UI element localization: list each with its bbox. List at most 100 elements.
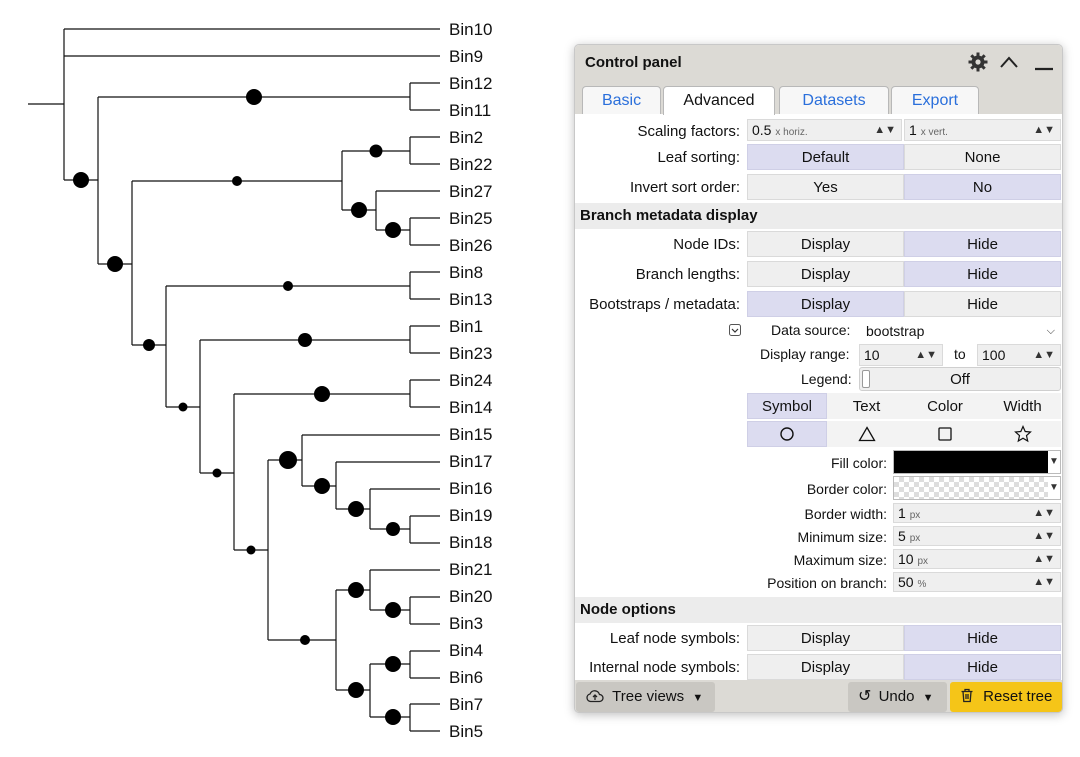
stepper-icon: ▲▼ [1033, 530, 1055, 542]
bootstrap-marker [298, 333, 312, 347]
fill-color-label: Fill color: [830, 455, 887, 471]
branch-lengths-hide-button[interactable]: Hide [904, 261, 1061, 287]
leaf-symbols-row: Leaf node symbols: Display Hide [575, 623, 1062, 653]
gear-icon[interactable] [968, 52, 988, 72]
leaf-label: Bin19 [449, 506, 492, 525]
range-from-input[interactable]: 10 ▲▼ [859, 344, 943, 366]
tab-basic[interactable]: Basic [582, 86, 661, 114]
border-color-picker[interactable]: ▼ [893, 476, 1061, 500]
node-ids-display-button[interactable]: Display [747, 231, 904, 257]
border-width-value: 1 [898, 505, 906, 521]
range-to-input[interactable]: 100 ▲▼ [977, 344, 1061, 366]
tab-datasets[interactable]: Datasets [779, 86, 889, 114]
caret-down-icon: ▼ [922, 692, 934, 704]
stepper-icon: ▲▼ [915, 349, 937, 361]
legend-toggle[interactable]: Off [859, 367, 1061, 391]
branch-lengths-display-button[interactable]: Display [747, 261, 904, 287]
branch-lengths-label: Branch lengths: [635, 266, 740, 283]
leaf-label: Bin11 [449, 101, 491, 120]
maximum-size-input[interactable]: 10 px ▲▼ [893, 549, 1061, 569]
bootstrap-marker [73, 172, 89, 188]
node-ids-label: Node IDs: [673, 236, 740, 253]
bootstrap-marker [351, 202, 367, 218]
tree-views-button[interactable]: Tree views ▼ [576, 682, 715, 712]
leaf-symbols-hide-button[interactable]: Hide [904, 625, 1061, 651]
internal-symbols-hide-button[interactable]: Hide [904, 654, 1061, 680]
square-icon [938, 427, 952, 441]
maximum-size-value: 10 [898, 551, 914, 567]
shape-triangle-button[interactable] [827, 421, 906, 447]
style-tab-text[interactable]: Text [827, 393, 906, 419]
border-width-unit: px [909, 510, 921, 521]
undo-button[interactable]: ↺ Undo ▼ [848, 682, 947, 712]
shape-circle-button[interactable] [747, 421, 827, 447]
node-options-section: Node options [575, 597, 1062, 623]
circle-icon [780, 427, 794, 441]
horizontal-scale-unit: x horiz. [775, 127, 808, 138]
chevron-up-icon[interactable] [999, 54, 1019, 70]
leaf-label: Bin23 [449, 344, 492, 363]
style-tab-width[interactable]: Width [984, 393, 1061, 419]
stepper-icon: ▲▼ [1033, 507, 1055, 519]
reset-tree-button[interactable]: Reset tree [950, 682, 1062, 712]
invert-sort-label: Invert sort order: [629, 179, 740, 196]
collapse-toggle-icon[interactable] [729, 324, 741, 336]
bootstraps-row: Bootstraps / metadata: Display Hide [575, 289, 1062, 319]
internal-symbols-display-button[interactable]: Display [747, 654, 904, 680]
leaf-sorting-default-button[interactable]: Default [747, 144, 904, 170]
invert-sort-no-button[interactable]: No [904, 174, 1061, 200]
vertical-scale-value: 1 [909, 122, 917, 138]
horizontal-scale-input[interactable]: 0.5 x horiz. ▲▼ [747, 119, 902, 141]
tab-bar: Basic Advanced Datasets Export [575, 80, 1062, 115]
leaf-label: Bin17 [449, 452, 492, 471]
leaf-label: Bin14 [449, 398, 492, 417]
internal-symbols-row: Internal node symbols: Display Hide [575, 652, 1062, 682]
bootstrap-marker [279, 451, 297, 469]
toggle-knob [862, 370, 870, 388]
minimum-size-label: Minimum size: [797, 529, 887, 545]
position-on-branch-input[interactable]: 50 % ▲▼ [893, 572, 1061, 592]
leaf-symbols-display-button[interactable]: Display [747, 625, 904, 651]
style-tab-color[interactable]: Color [906, 393, 984, 419]
vertical-scale-input[interactable]: 1 x vert. ▲▼ [904, 119, 1061, 141]
chevron-down-icon: ⌵ [1046, 325, 1055, 337]
minimum-size-unit: px [909, 533, 921, 544]
leaf-sorting-row: Leaf sorting: Default None [575, 142, 1062, 172]
cloud-upload-icon [586, 690, 604, 703]
legend-state: Off [950, 371, 970, 388]
trash-icon [961, 688, 973, 703]
panel-titlebar[interactable]: Control panel [575, 45, 1062, 80]
leaf-label: Bin9 [449, 47, 483, 66]
bootstrap-marker [232, 176, 242, 186]
bootstrap-marker [385, 222, 401, 238]
border-width-label: Border width: [804, 506, 887, 522]
bootstraps-display-button[interactable]: Display [747, 291, 904, 317]
bootstraps-label: Bootstraps / metadata: [589, 296, 740, 313]
leaf-label: Bin20 [449, 587, 492, 606]
minimum-size-input[interactable]: 5 px ▲▼ [893, 526, 1061, 546]
leaf-label: Bin4 [449, 641, 483, 660]
invert-sort-yes-button[interactable]: Yes [747, 174, 904, 200]
tab-export[interactable]: Export [891, 86, 979, 114]
tab-advanced[interactable]: Advanced [663, 86, 775, 115]
bootstrap-marker [107, 256, 123, 272]
leaf-sorting-none-button[interactable]: None [904, 144, 1061, 170]
shape-square-button[interactable] [906, 421, 984, 447]
bootstrap-marker [300, 635, 310, 645]
undo-icon: ↺ [858, 688, 872, 705]
data-source-select[interactable]: bootstrap ⌵ [861, 320, 1061, 342]
maximum-size-unit: px [917, 556, 929, 567]
minimize-icon[interactable] [1033, 54, 1055, 72]
bootstraps-hide-button[interactable]: Hide [904, 291, 1061, 317]
fill-color-picker[interactable]: ▼ [893, 450, 1061, 474]
bootstrap-marker [348, 501, 364, 517]
node-ids-hide-button[interactable]: Hide [904, 231, 1061, 257]
bootstrap-marker [385, 602, 401, 618]
style-tab-symbol[interactable]: Symbol [747, 393, 827, 419]
bootstrap-marker [348, 682, 364, 698]
shape-star-button[interactable] [984, 421, 1061, 447]
bootstrap-marker [348, 582, 364, 598]
border-width-input[interactable]: 1 px ▲▼ [893, 503, 1061, 523]
range-to-value: 100 [982, 347, 1006, 363]
bootstrap-marker [212, 468, 222, 478]
